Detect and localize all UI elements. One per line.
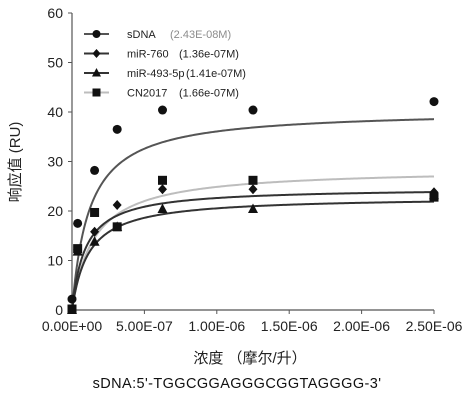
data-point <box>248 105 258 115</box>
x-tick-label: 0.00E+00 <box>42 318 103 334</box>
y-tick-label: 40 <box>47 104 63 120</box>
series-cn2017-points <box>67 175 439 314</box>
fit-curve-mir-760 <box>71 191 435 311</box>
x-tick-label: 1.50E-06 <box>261 318 318 334</box>
y-tick-label: 50 <box>47 55 63 71</box>
data-point <box>89 236 100 246</box>
data-point <box>73 218 83 228</box>
data-point <box>112 222 122 232</box>
data-point <box>112 200 122 211</box>
legend: sDNA (2.43E-08M)miR-760 (1.36e-07M) miR-493… <box>79 21 281 101</box>
legend-marker <box>92 88 101 97</box>
data-point <box>248 184 258 195</box>
legend-entry: miR-493-5p (1.41e-07M) <box>84 68 246 80</box>
data-point <box>157 203 168 214</box>
legend-series-name: CN2017 <box>127 88 167 100</box>
legend-entry: CN2017 (1.66e-07M) <box>84 88 239 100</box>
data-point <box>429 192 439 202</box>
series-mir-493-5p-points <box>67 189 439 314</box>
y-tick-label: 60 <box>47 5 63 21</box>
x-tick-label: 2.00E-06 <box>333 318 390 334</box>
legend-series-name: miR-493-5p <box>127 68 184 80</box>
y-tick-label: 30 <box>47 154 63 170</box>
series-sdna-points <box>67 97 439 304</box>
data-point <box>90 207 100 217</box>
data-point <box>112 124 122 134</box>
legend-series-name: miR-760 <box>127 49 169 61</box>
x-tick-label: 5.00E-07 <box>116 318 173 334</box>
x-axis-title: 浓度 （摩尔/升） <box>193 349 306 367</box>
y-axis-title: 响应值 (RU) <box>6 122 24 203</box>
legend-kd-value: (2.43E-08M) <box>170 29 231 41</box>
data-point <box>429 97 439 107</box>
y-tick-label: 0 <box>55 302 63 318</box>
x-tick-label: 1.00E-06 <box>188 318 245 334</box>
axes: 0 10 20 30 40 50 60 0.00E+00 5.00E-07 1.00E-06 1.5… <box>42 5 463 334</box>
fit-curve-mir-493-5p <box>71 200 435 311</box>
legend-kd-value: (1.41e-07M) <box>186 68 246 80</box>
legend-entry: sDNA (2.43E-08M) <box>84 29 231 41</box>
legend-marker <box>92 68 101 77</box>
sequence-caption: sDNA:5'-TGGCGGAGGGCGGTAGGGG-3' <box>92 376 382 392</box>
legend-entry: miR-760 (1.36e-07M) <box>84 49 239 61</box>
data-point <box>158 175 167 185</box>
data-point <box>158 105 167 115</box>
legend-box <box>79 21 281 101</box>
data-point <box>67 294 77 304</box>
data-point <box>90 226 100 237</box>
legend-marker <box>92 49 101 58</box>
data-point <box>67 304 77 314</box>
binding-curve-chart: 0 10 20 30 40 50 60 0.00E+00 5.00E-07 1.00E-06 1.5… <box>6 5 463 367</box>
data-point <box>248 175 258 185</box>
legend-series-name: sDNA <box>127 29 156 41</box>
data-point <box>90 165 100 175</box>
data-point <box>73 244 83 254</box>
legend-kd-value: (1.66e-07M) <box>179 88 239 100</box>
data-point <box>248 203 258 214</box>
y-tick-label: 20 <box>47 203 63 219</box>
y-tick-label: 10 <box>47 253 63 269</box>
data-points <box>67 97 439 315</box>
legend-marker <box>92 30 101 38</box>
fit-curve-sdna <box>71 118 435 311</box>
x-tick-label: 2.50E-06 <box>406 318 463 334</box>
data-point <box>158 184 167 195</box>
legend-kd-value: (1.36e-07M) <box>179 49 239 61</box>
fit-curves <box>71 118 435 311</box>
